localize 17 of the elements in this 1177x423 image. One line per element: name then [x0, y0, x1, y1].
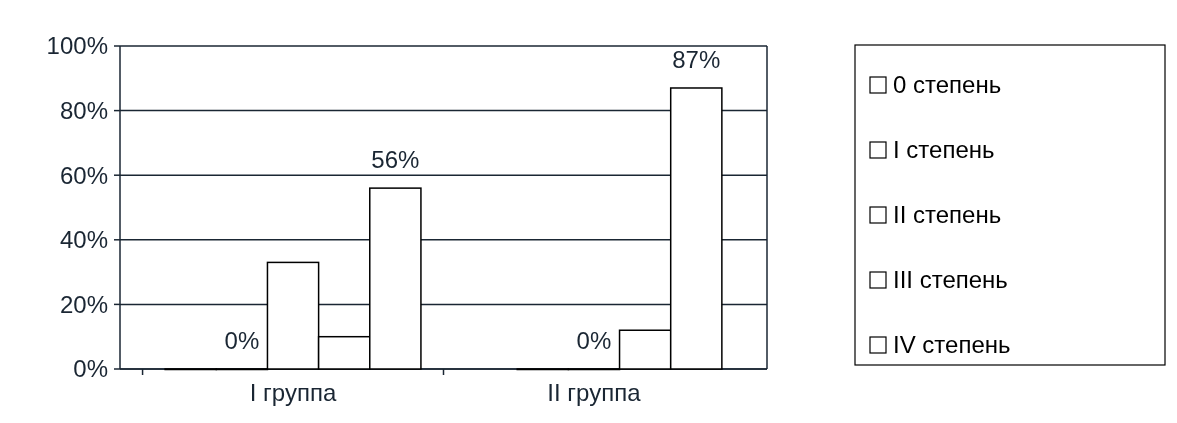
- y-tick-label: 60%: [59, 161, 108, 189]
- y-tick-label: 40%: [59, 226, 108, 254]
- data-label: 87%: [672, 45, 721, 73]
- x-tick-label: II группа: [547, 379, 642, 406]
- legend-label: II степень: [893, 201, 1002, 229]
- legend-label: III степень: [893, 266, 1008, 294]
- legend-label: 0 степень: [893, 71, 1002, 99]
- y-tick-label: 100%: [46, 32, 108, 60]
- data-label: 0%: [576, 327, 612, 354]
- y-tick-label: 0%: [73, 355, 108, 383]
- x-tick-label: I группа: [249, 379, 337, 406]
- y-tick-label: 20%: [59, 290, 108, 318]
- data-label: 56%: [371, 146, 420, 174]
- legend-label: IV степень: [893, 331, 1011, 359]
- data-label: 0%: [224, 327, 260, 354]
- y-tick-label: 80%: [59, 97, 108, 124]
- legend-label: I степень: [893, 136, 995, 164]
